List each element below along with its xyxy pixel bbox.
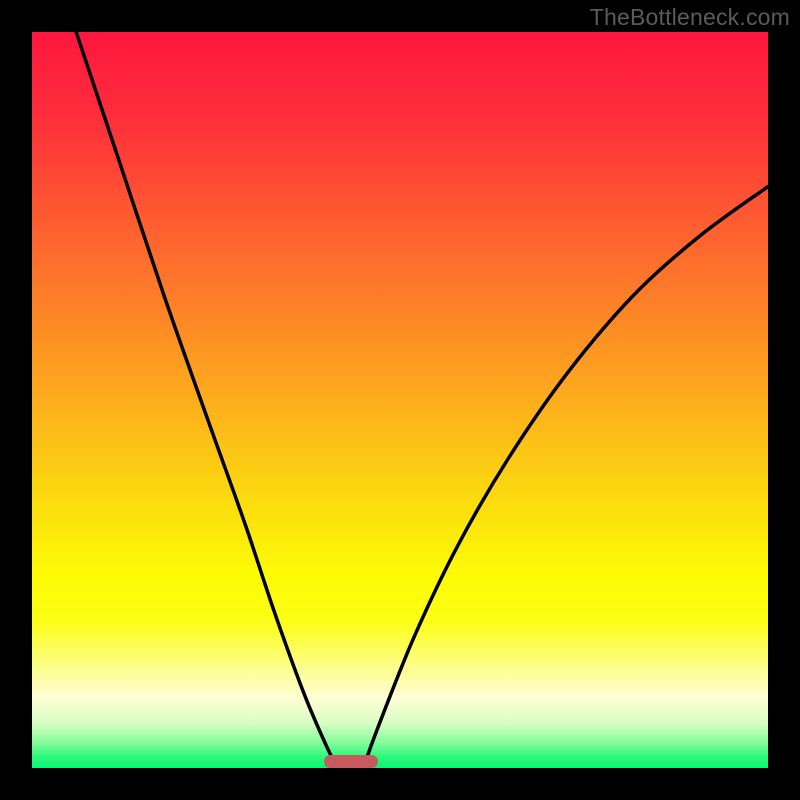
optimal-marker (324, 755, 378, 768)
curve-layer (32, 32, 768, 768)
plot-area (32, 32, 768, 768)
bottleneck-curve-left (76, 32, 337, 768)
bottleneck-curve-right (363, 187, 768, 768)
watermark-text: TheBottleneck.com (590, 4, 790, 31)
